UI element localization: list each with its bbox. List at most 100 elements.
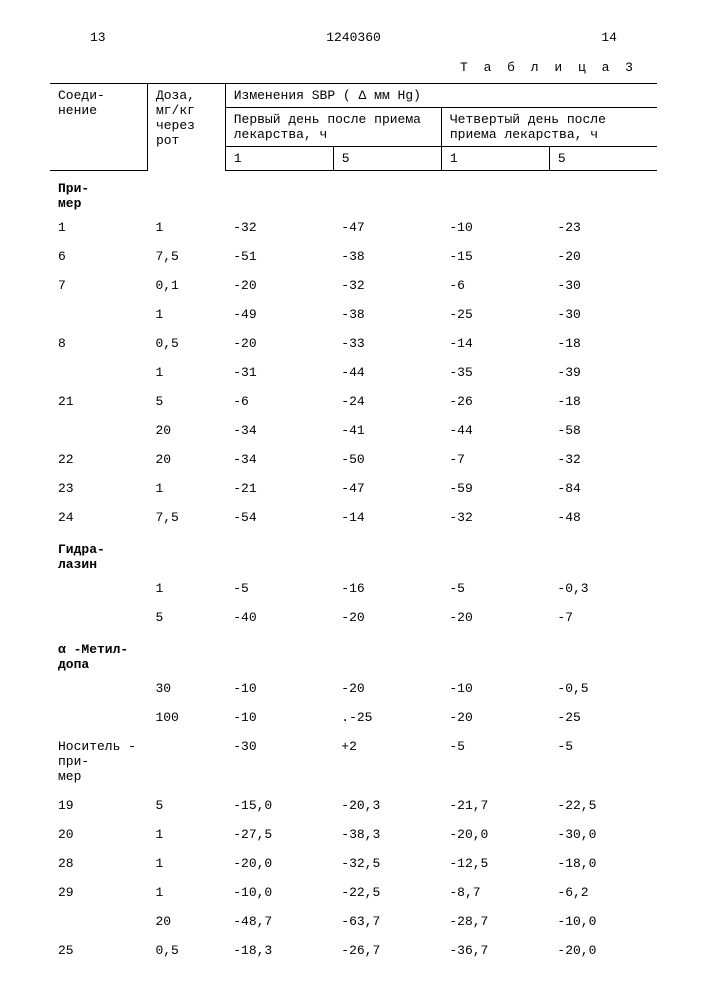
cell-compound	[50, 907, 147, 936]
cell-dose: 1	[147, 358, 225, 387]
cell-value-4: -18,0	[549, 849, 657, 878]
cell-value-1: -20	[225, 271, 333, 300]
cell-value-2: -63,7	[333, 907, 441, 936]
table-row: 100-10.-25-20-25	[50, 703, 657, 732]
cell-value-2: -38	[333, 300, 441, 329]
cell-value-2: -44	[333, 358, 441, 387]
table-row: 1-31-44-35-39	[50, 358, 657, 387]
cell-compound	[50, 703, 147, 732]
table-row: 281-20,0-32,5-12,5-18,0	[50, 849, 657, 878]
cell-value-3: -6	[441, 271, 549, 300]
cell-value-4: -30	[549, 271, 657, 300]
cell-value-2: -26,7	[333, 936, 441, 965]
table-row: 2220-34-50-7-32	[50, 445, 657, 474]
cell-value-3: -59	[441, 474, 549, 503]
cell-value-1: -32	[225, 213, 333, 242]
cell-value-1: -31	[225, 358, 333, 387]
cell-value-2: -32	[333, 271, 441, 300]
cell-value-4: -7	[549, 603, 657, 632]
cell-dose: 1	[147, 474, 225, 503]
cell-compound: 7	[50, 271, 147, 300]
table-row: 231-21-47-59-84	[50, 474, 657, 503]
cell-value-1: -49	[225, 300, 333, 329]
cell-value-4: -84	[549, 474, 657, 503]
cell-value-3: -7	[441, 445, 549, 474]
cell-value-2: -50	[333, 445, 441, 474]
cell-value-3: -25	[441, 300, 549, 329]
cell-compound: 24	[50, 503, 147, 532]
cell-compound: 28	[50, 849, 147, 878]
page-right-num: 14	[601, 30, 617, 45]
cell-value-2: -41	[333, 416, 441, 445]
cell-value-4: -0,3	[549, 574, 657, 603]
cell-compound	[50, 416, 147, 445]
section-row: α -Метил- допа	[50, 632, 657, 674]
cell-value-3: -35	[441, 358, 549, 387]
cell-value-4: -39	[549, 358, 657, 387]
table-row: 80,5-20-33-14-18	[50, 329, 657, 358]
section-label: Носитель - при- мер	[50, 732, 225, 791]
data-table: Соеди- нение Доза, мг/кг через рот Измен…	[50, 83, 657, 965]
table-row: 201-27,5-38,3-20,0-30,0	[50, 820, 657, 849]
page-header: 13 1240360 14	[50, 30, 657, 45]
cell-value-1: -34	[225, 445, 333, 474]
cell-value-3: -14	[441, 329, 549, 358]
cell-dose: 0,5	[147, 329, 225, 358]
cell-value-4: -30	[549, 300, 657, 329]
cell-value-2: -24	[333, 387, 441, 416]
cell-dose: 7,5	[147, 242, 225, 271]
table-body: При- мер11-32-47-10-2367,5-51-38-15-2070…	[50, 171, 657, 966]
cell-compound: 8	[50, 329, 147, 358]
header-day4: Четвертый день после приема лекарства, ч	[441, 108, 657, 147]
cell-value-3: -26	[441, 387, 549, 416]
cell-value-2: -16	[333, 574, 441, 603]
cell-dose: 1	[147, 574, 225, 603]
cell-compound	[50, 603, 147, 632]
cell-value-3: -20	[441, 703, 549, 732]
cell-value-4: -18	[549, 387, 657, 416]
cell-compound: 21	[50, 387, 147, 416]
cell-value-4: -32	[549, 445, 657, 474]
section-label: Гидра- лазин	[50, 532, 657, 574]
cell-value-2: .-25	[333, 703, 441, 732]
header-dose: Доза, мг/кг через рот	[147, 84, 225, 171]
cell-dose: 5	[147, 791, 225, 820]
cell-value-3: -15	[441, 242, 549, 271]
cell-value-3: -10	[441, 674, 549, 703]
cell-compound: 23	[50, 474, 147, 503]
section-row: При- мер	[50, 171, 657, 214]
cell-value-1: -48,7	[225, 907, 333, 936]
cell-dose: 5	[147, 603, 225, 632]
cell-compound: 19	[50, 791, 147, 820]
cell-value-3: -5	[441, 732, 549, 791]
cell-value-4: -23	[549, 213, 657, 242]
cell-value-4: -25	[549, 703, 657, 732]
cell-dose: 5	[147, 387, 225, 416]
cell-value-2: -38	[333, 242, 441, 271]
table-row: 215-6-24-26-18	[50, 387, 657, 416]
table-row: 1-49-38-25-30	[50, 300, 657, 329]
cell-value-3: -32	[441, 503, 549, 532]
cell-dose: 7,5	[147, 503, 225, 532]
header-hour-1a: 1	[225, 147, 333, 171]
cell-value-4: -0,5	[549, 674, 657, 703]
cell-value-2: -38,3	[333, 820, 441, 849]
cell-compound: 1	[50, 213, 147, 242]
table-row: 70,1-20-32-6-30	[50, 271, 657, 300]
table-caption: Т а б л и ц а 3	[50, 60, 657, 75]
cell-value-1: -15,0	[225, 791, 333, 820]
cell-value-1: -54	[225, 503, 333, 532]
cell-value-1: -5	[225, 574, 333, 603]
cell-value-3: -5	[441, 574, 549, 603]
table-row: 30-10-20-10-0,5	[50, 674, 657, 703]
cell-value-1: -20	[225, 329, 333, 358]
cell-value-4: -22,5	[549, 791, 657, 820]
cell-value-1: -18,3	[225, 936, 333, 965]
cell-value-1: -51	[225, 242, 333, 271]
cell-value-4: -18	[549, 329, 657, 358]
cell-compound: 29	[50, 878, 147, 907]
section-row: Гидра- лазин	[50, 532, 657, 574]
cell-value-4: -5	[549, 732, 657, 791]
cell-value-3: -12,5	[441, 849, 549, 878]
header-hour-1b: 1	[441, 147, 549, 171]
